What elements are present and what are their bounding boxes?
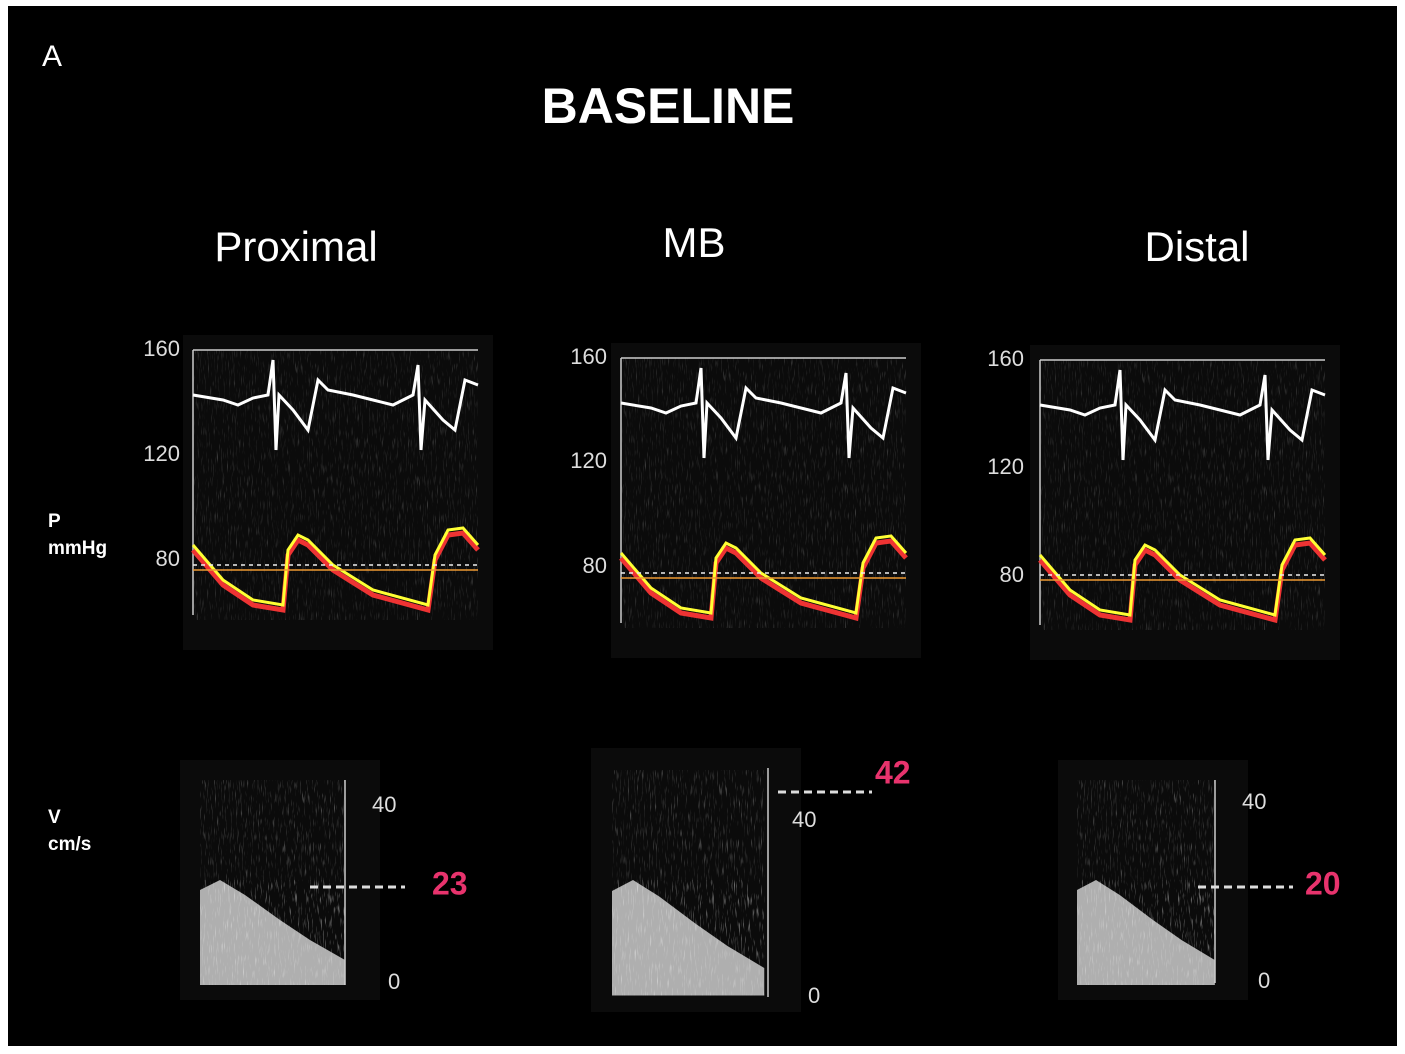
pressure-trace bbox=[183, 335, 493, 650]
column-title: Distal bbox=[1144, 223, 1249, 270]
tick-label: 120 bbox=[570, 448, 607, 473]
tick-label: 0 bbox=[1258, 968, 1270, 993]
tick-label: 160 bbox=[570, 344, 607, 369]
peak-value: 20 bbox=[1305, 865, 1341, 901]
tick-label: 0 bbox=[808, 983, 820, 1008]
pressure-trace bbox=[611, 343, 921, 658]
velocity-unit: cm/s bbox=[48, 834, 91, 855]
pressure-unit: mmHg bbox=[48, 538, 107, 559]
tick-label: 0 bbox=[388, 969, 400, 994]
velocity-trace bbox=[180, 760, 380, 1000]
tick-label: 40 bbox=[372, 792, 396, 817]
velocity-label: V bbox=[48, 807, 61, 828]
pressure-trace bbox=[1030, 345, 1340, 660]
tick-label: 120 bbox=[143, 441, 180, 466]
peak-value: 42 bbox=[875, 754, 911, 790]
peak-value: 23 bbox=[432, 865, 468, 901]
panel-label: A bbox=[42, 40, 62, 73]
figure: A BASELINE P mmHg V cm/s Proximal 160 12… bbox=[0, 0, 1405, 1054]
tick-label: 80 bbox=[583, 553, 607, 578]
tick-label: 80 bbox=[156, 546, 180, 571]
velocity-trace bbox=[591, 748, 801, 1012]
pressure-label: P bbox=[48, 511, 61, 532]
tick-label: 160 bbox=[987, 346, 1024, 371]
tick-label: 80 bbox=[1000, 562, 1024, 587]
title: BASELINE bbox=[542, 78, 795, 134]
tick-label: 120 bbox=[987, 454, 1024, 479]
column-title: MB bbox=[663, 219, 726, 266]
tick-label: 160 bbox=[143, 336, 180, 361]
column-title: Proximal bbox=[214, 223, 377, 270]
tick-label: 40 bbox=[1242, 789, 1266, 814]
tick-label: 40 bbox=[792, 807, 816, 832]
velocity-trace bbox=[1058, 760, 1248, 1000]
